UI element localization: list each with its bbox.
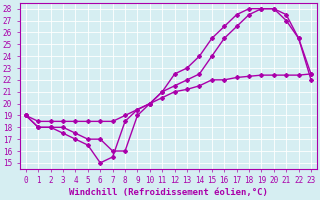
X-axis label: Windchill (Refroidissement éolien,°C): Windchill (Refroidissement éolien,°C) <box>69 188 268 197</box>
